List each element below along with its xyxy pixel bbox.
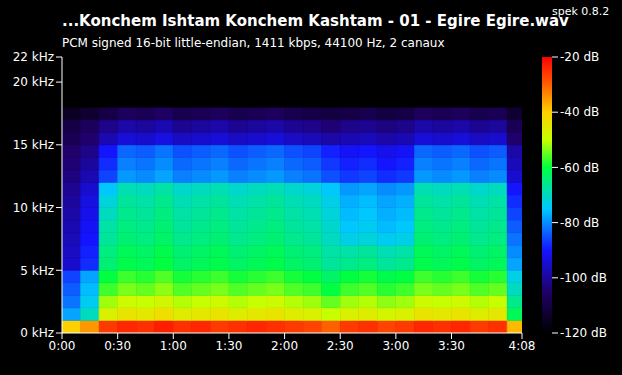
html-text:spek 0.8.2: spek 0.8.2 — [552, 5, 610, 18]
svg-text:0:30: 0:30 — [104, 339, 131, 353]
svg-text:-60 dB: -60 dB — [560, 161, 599, 175]
svg-text:0 kHz: 0 kHz — [20, 326, 54, 340]
svg-text:5 kHz: 5 kHz — [20, 264, 54, 278]
svg-text:2:30: 2:30 — [327, 339, 354, 353]
svg-text:10 kHz: 10 kHz — [13, 201, 54, 215]
html-text:PCM signed 16-bit little-endia: PCM signed 16-bit little-endian, 1411 kb… — [62, 36, 445, 50]
svg-text:4:08: 4:08 — [509, 339, 536, 353]
html-text:...Konchem Ishtam Konchem Kash: ...Konchem Ishtam Konchem Kashtam - 01 -… — [62, 12, 569, 30]
svg-text:-80 dB: -80 dB — [560, 216, 599, 230]
svg-text:15 kHz: 15 kHz — [13, 138, 54, 152]
svg-text:22 kHz: 22 kHz — [13, 50, 54, 64]
svg-text:20 kHz: 20 kHz — [13, 75, 54, 89]
svg-text:3:00: 3:00 — [382, 339, 409, 353]
svg-text:3:30: 3:30 — [438, 339, 465, 353]
svg-text:1:00: 1:00 — [160, 339, 187, 353]
svg-text:0:00: 0:00 — [49, 339, 76, 353]
svg-text:2:00: 2:00 — [271, 339, 298, 353]
svg-text:-40 dB: -40 dB — [560, 105, 599, 119]
svg-text:1:30: 1:30 — [215, 339, 242, 353]
svg-text:-20 dB: -20 dB — [560, 50, 599, 64]
svg-text:-100 dB: -100 dB — [560, 271, 607, 285]
svg-text:-120 dB: -120 dB — [560, 326, 607, 340]
